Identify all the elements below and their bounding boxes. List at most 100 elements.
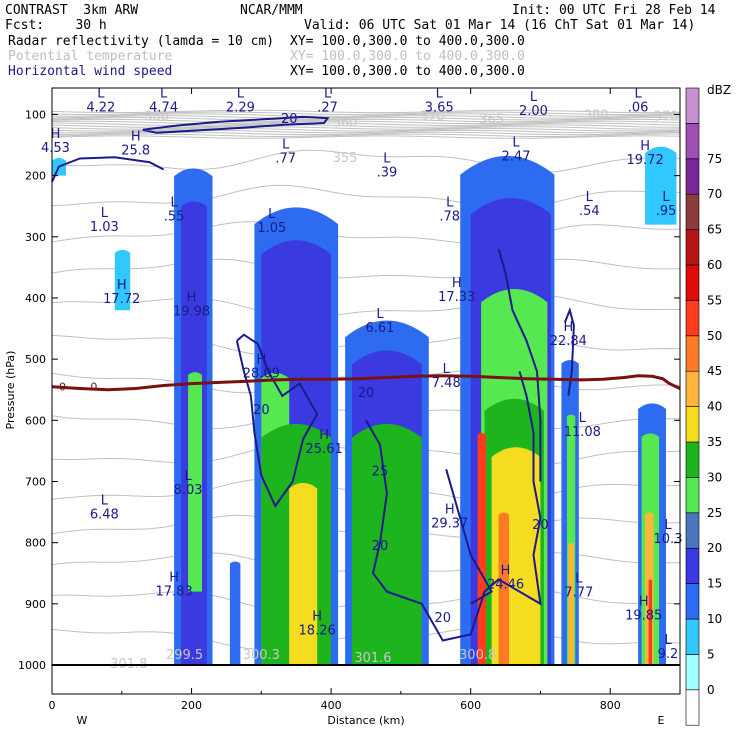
wind-min-marker: L	[237, 87, 245, 102]
wind-extremum-value: 24.46	[487, 578, 524, 593]
colorbar-level-label: 30	[707, 470, 722, 484]
reflectivity-cell	[645, 146, 677, 225]
east-label: E	[658, 714, 665, 727]
wind-max-marker: H	[501, 564, 511, 579]
field-reflectivity-name: Radar reflectivity (lamda = 10 cm)	[8, 34, 275, 49]
colorbar-swatch	[685, 618, 700, 655]
header-valid: Valid: 06 UTC Sat 01 Mar 14 (16 ChT Sat …	[304, 18, 696, 33]
colorbar-swatch	[685, 654, 700, 691]
wind-max-marker: H	[312, 610, 322, 625]
plot-frame	[51, 87, 681, 695]
field-theta-name: Potential temperature	[8, 49, 173, 64]
header-init: Init: 00 UTC Fri 28 Feb 14	[512, 3, 716, 18]
wind-contour	[365, 371, 542, 642]
reflectivity-cell	[498, 512, 509, 665]
reflectivity-cell	[352, 423, 422, 665]
colorbar-level-label: 60	[707, 258, 722, 272]
wind-max-marker: H	[187, 290, 197, 305]
header-product: CONTRAST 3km ARW	[5, 3, 139, 18]
colorbar-swatch	[685, 547, 700, 584]
wind-extremum-value: .78	[439, 209, 460, 224]
y-tick-label: 200	[25, 170, 46, 183]
colorbar-swatch	[685, 689, 700, 726]
wind-max-marker: H	[131, 129, 141, 144]
wind-max-marker: H	[256, 353, 266, 368]
wind-max-marker: H	[452, 276, 462, 291]
colorbar-swatch	[685, 477, 700, 514]
freezing-level-line	[51, 374, 681, 392]
wind-contour	[235, 333, 319, 508]
field-wind-name: Horizontal wind speed	[8, 64, 173, 79]
wind-contour	[51, 156, 165, 183]
theta-contour-top	[51, 118, 681, 123]
reflectivity-cell	[114, 249, 131, 311]
colorbar-level-label: 70	[707, 187, 722, 201]
wind-min-marker: L	[101, 493, 109, 508]
header-forecast: Fcst: 30 h	[5, 18, 107, 33]
theta-label: 370	[654, 110, 679, 125]
wind-max-marker: H	[563, 320, 573, 335]
wind-min-marker: L	[664, 518, 672, 533]
colorbar-swatch	[685, 123, 700, 160]
reflectivity-cell	[568, 542, 574, 665]
theta-label: 380	[144, 110, 169, 125]
wind-min-marker: L	[575, 572, 583, 587]
wind-min-marker: L	[97, 87, 105, 102]
theta-contour-top	[51, 111, 681, 116]
theta-contour-top	[51, 115, 681, 119]
wind-extremum-value: 25.61	[306, 442, 343, 457]
wind-min-marker: L	[324, 87, 332, 102]
wind-min-marker: L	[184, 469, 192, 484]
y-tick-label: 800	[25, 537, 46, 550]
theta-label: 300.8	[459, 648, 496, 663]
wind-extremum-value: 18.26	[299, 624, 336, 639]
y-tick-label: 1000	[18, 659, 46, 672]
wind-extremum-value: .06	[628, 101, 649, 116]
wind-min-marker: L	[664, 633, 672, 648]
wind-min-marker: L	[443, 362, 451, 377]
wind-max-marker: H	[169, 570, 179, 585]
wind-extremum-value: 2.29	[226, 101, 255, 116]
wind-contour-label: 20	[358, 386, 375, 401]
theta-contour-top	[51, 127, 681, 132]
wind-extremum-value: 29.37	[431, 517, 468, 532]
colorbar-level-label: 45	[707, 364, 722, 378]
theta-contour-top	[51, 116, 681, 121]
reflectivity-cell	[477, 432, 486, 665]
wind-extremum-value: 17.33	[438, 290, 475, 305]
y-tick-label: 700	[25, 475, 46, 488]
reflectivity-cell	[648, 579, 653, 665]
wind-contour	[445, 469, 493, 605]
y-tick-label: 600	[25, 414, 46, 427]
wind-extremum-value: 22.84	[550, 334, 587, 349]
wind-extremum-value: 10.3	[654, 532, 683, 547]
colorbar-swatch	[685, 370, 700, 407]
wind-max-marker: H	[117, 278, 127, 293]
colorbar-level-label: 25	[707, 506, 722, 520]
theta-label: 355	[333, 151, 358, 166]
theta-label: 360	[333, 116, 358, 131]
wind-extremum-value: 2.00	[519, 104, 548, 119]
theta-label: 370	[420, 110, 445, 125]
colorbar-swatch	[685, 264, 700, 301]
theta-contour	[51, 258, 681, 279]
wind-extremum-value: 4.22	[86, 101, 115, 116]
wind-contour-label: 20	[434, 611, 451, 626]
theta-contour	[51, 294, 681, 318]
colorbar: 0 5 10 15 20 25 30 35 40 45 50 55 60 65 70 75	[685, 87, 722, 726]
wind-min-marker: L	[436, 87, 444, 102]
wind-contour-label: 20	[372, 539, 389, 554]
y-tick-label: 400	[25, 292, 46, 305]
colorbar-swatch	[685, 512, 700, 549]
wind-extremum-value: 19.85	[625, 608, 662, 623]
wind-contour-label: 20	[253, 403, 270, 418]
colorbar-swatch	[685, 87, 700, 124]
theta-contour-top	[51, 133, 681, 138]
wind-extremum-value: 19.72	[627, 153, 664, 168]
theta-contour-top	[51, 122, 681, 127]
colorbar-level-label: 75	[707, 152, 722, 166]
wind-min-marker: L	[586, 190, 594, 205]
wind-extremum-value: 9.2	[658, 647, 679, 662]
wind-min-marker: L	[579, 411, 587, 426]
